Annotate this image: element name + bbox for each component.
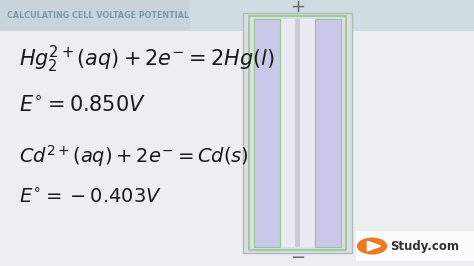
Bar (243, 13, 352, 253)
Bar (254, 19, 341, 247)
Text: $E^{\circ} = 0.850V$: $E^{\circ} = 0.850V$ (19, 95, 146, 115)
Text: +: + (290, 0, 305, 16)
Polygon shape (367, 241, 381, 251)
Text: −: − (290, 249, 305, 266)
Text: $E^{\circ} = -0.403V$: $E^{\circ} = -0.403V$ (19, 189, 162, 208)
Bar (315, 19, 341, 247)
Text: CALCULATING CELL VOLTAGE POTENTIAL: CALCULATING CELL VOLTAGE POTENTIAL (7, 11, 189, 20)
Bar (294, 19, 301, 247)
Text: $Cd^{2+}(aq) + 2e^{-} = Cd(s)$: $Cd^{2+}(aq) + 2e^{-} = Cd(s)$ (19, 143, 249, 169)
Bar (356, 231, 474, 261)
Bar (254, 19, 280, 247)
Circle shape (357, 238, 387, 255)
Text: $Hg_2^{2+}(aq) + 2e^{-} = 2Hg(l)$: $Hg_2^{2+}(aq) + 2e^{-} = 2Hg(l)$ (19, 44, 275, 76)
Bar (0, 0, 474, 31)
Bar (249, 16, 346, 250)
Text: Study.com: Study.com (390, 240, 459, 252)
Bar (190, 0, 474, 31)
